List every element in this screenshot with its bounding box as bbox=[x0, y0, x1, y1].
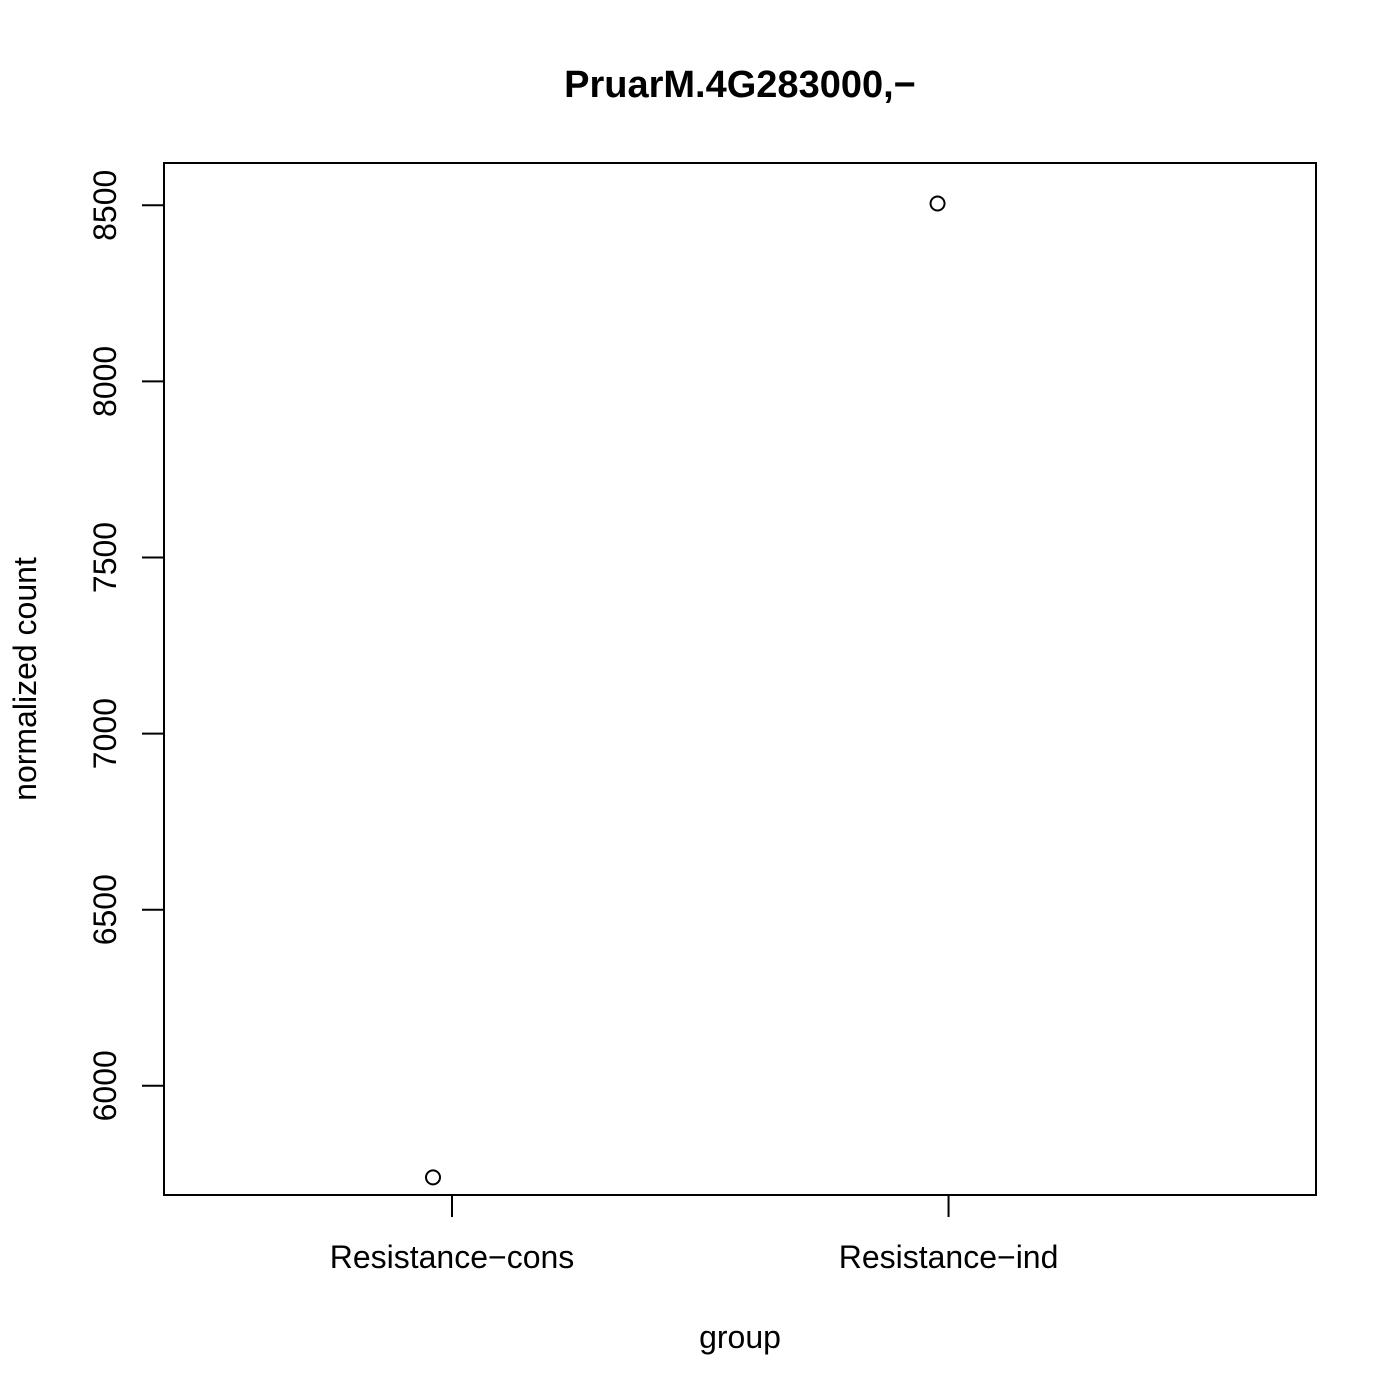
y-axis: 6000 6500 7000 7500 8000 8500 bbox=[87, 170, 165, 1121]
x-axis: Resistance−cons Resistance−ind bbox=[330, 1195, 1059, 1275]
y-tick-label: 6500 bbox=[87, 874, 123, 945]
y-tick-label: 7000 bbox=[87, 698, 123, 769]
y-tick-label: 8000 bbox=[87, 346, 123, 417]
plot-frame bbox=[163, 162, 1317, 1196]
y-axis-label: normalized count bbox=[7, 557, 43, 801]
y-tick-label: 7500 bbox=[87, 522, 123, 593]
data-point bbox=[929, 195, 946, 212]
y-tick-label: 8500 bbox=[87, 170, 123, 241]
data-points bbox=[425, 195, 946, 1186]
y-tick-label: 6000 bbox=[87, 1050, 123, 1121]
x-axis-label: group bbox=[699, 1319, 781, 1355]
x-tick-label: Resistance−ind bbox=[839, 1239, 1059, 1275]
chart-title: PruarM.4G283000,− bbox=[564, 64, 916, 106]
data-point bbox=[425, 1169, 441, 1186]
x-tick-label: Resistance−cons bbox=[330, 1239, 575, 1275]
